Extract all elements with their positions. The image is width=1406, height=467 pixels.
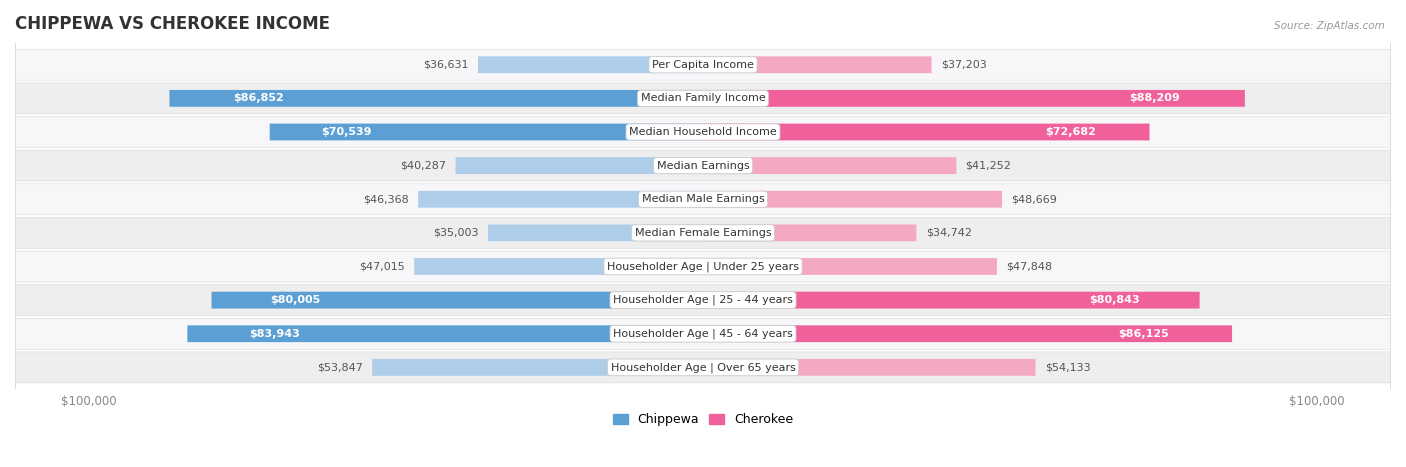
Text: $36,631: $36,631 (423, 60, 468, 70)
Text: Householder Age | 25 - 44 years: Householder Age | 25 - 44 years (613, 295, 793, 305)
Legend: Chippewa, Cherokee: Chippewa, Cherokee (607, 409, 799, 432)
FancyBboxPatch shape (211, 292, 703, 309)
Text: $37,203: $37,203 (941, 60, 987, 70)
FancyBboxPatch shape (415, 258, 703, 275)
Text: $88,209: $88,209 (1129, 93, 1180, 103)
FancyBboxPatch shape (703, 225, 917, 241)
Text: CHIPPEWA VS CHEROKEE INCOME: CHIPPEWA VS CHEROKEE INCOME (15, 15, 330, 33)
Text: $80,843: $80,843 (1090, 295, 1140, 305)
FancyBboxPatch shape (703, 57, 932, 73)
FancyBboxPatch shape (15, 0, 1391, 419)
FancyBboxPatch shape (187, 325, 703, 342)
Text: $86,125: $86,125 (1118, 329, 1168, 339)
FancyBboxPatch shape (15, 0, 1391, 467)
Text: $34,742: $34,742 (925, 228, 972, 238)
Text: Householder Age | 45 - 64 years: Householder Age | 45 - 64 years (613, 328, 793, 339)
Text: $41,252: $41,252 (966, 161, 1011, 170)
Text: Median Family Income: Median Family Income (641, 93, 765, 103)
Text: $46,368: $46,368 (363, 194, 409, 204)
FancyBboxPatch shape (703, 359, 1036, 376)
Text: Median Household Income: Median Household Income (628, 127, 778, 137)
FancyBboxPatch shape (703, 191, 1002, 208)
Text: $86,852: $86,852 (233, 93, 284, 103)
FancyBboxPatch shape (15, 0, 1391, 453)
Text: $54,133: $54,133 (1045, 362, 1091, 372)
FancyBboxPatch shape (15, 0, 1391, 467)
Text: $35,003: $35,003 (433, 228, 479, 238)
FancyBboxPatch shape (418, 191, 703, 208)
FancyBboxPatch shape (15, 0, 1391, 467)
FancyBboxPatch shape (703, 325, 1232, 342)
FancyBboxPatch shape (488, 225, 703, 241)
Text: Householder Age | Under 25 years: Householder Age | Under 25 years (607, 261, 799, 272)
Text: Householder Age | Over 65 years: Householder Age | Over 65 years (610, 362, 796, 373)
Text: $83,943: $83,943 (249, 329, 299, 339)
Text: Median Female Earnings: Median Female Earnings (634, 228, 772, 238)
Text: $80,005: $80,005 (270, 295, 321, 305)
FancyBboxPatch shape (456, 157, 703, 174)
FancyBboxPatch shape (703, 157, 956, 174)
Text: $72,682: $72,682 (1045, 127, 1095, 137)
Text: $53,847: $53,847 (318, 362, 363, 372)
FancyBboxPatch shape (15, 0, 1391, 467)
FancyBboxPatch shape (478, 57, 703, 73)
FancyBboxPatch shape (703, 124, 1150, 141)
FancyBboxPatch shape (15, 0, 1391, 386)
FancyBboxPatch shape (703, 90, 1244, 107)
FancyBboxPatch shape (15, 13, 1391, 467)
FancyBboxPatch shape (703, 292, 1199, 309)
FancyBboxPatch shape (703, 258, 997, 275)
Text: Median Earnings: Median Earnings (657, 161, 749, 170)
FancyBboxPatch shape (373, 359, 703, 376)
FancyBboxPatch shape (270, 124, 703, 141)
Text: $70,539: $70,539 (322, 127, 373, 137)
Text: Per Capita Income: Per Capita Income (652, 60, 754, 70)
FancyBboxPatch shape (15, 0, 1391, 467)
Text: $47,015: $47,015 (359, 262, 405, 271)
Text: $47,848: $47,848 (1007, 262, 1052, 271)
FancyBboxPatch shape (15, 47, 1391, 467)
Text: Source: ZipAtlas.com: Source: ZipAtlas.com (1274, 21, 1385, 31)
Text: Median Male Earnings: Median Male Earnings (641, 194, 765, 204)
Text: $40,287: $40,287 (401, 161, 446, 170)
FancyBboxPatch shape (170, 90, 703, 107)
Text: $48,669: $48,669 (1011, 194, 1057, 204)
